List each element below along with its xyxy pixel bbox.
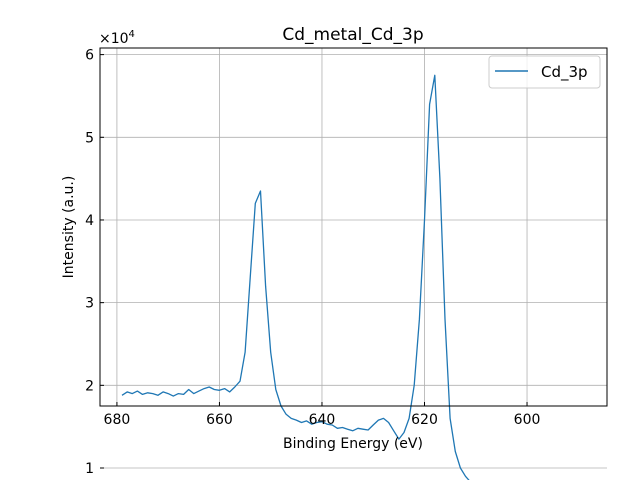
legend-box — [488, 55, 601, 89]
y-tick-label: 5 — [85, 130, 94, 146]
x-tick-label: 620 — [411, 412, 438, 428]
x-axis-label: Binding Energy (eV) — [283, 436, 423, 452]
legend-label-cd-3p: Cd_3p — [541, 63, 588, 82]
y-axis-label: Intensity (a.u.) — [61, 176, 77, 279]
y-multiplier: ×104 — [99, 29, 135, 47]
ticks: 680 660 640 620 600 1 2 3 4 5 6 — [85, 48, 540, 477]
legend: Cd_3p — [488, 55, 601, 89]
series-line-cd-3p — [121, 74, 474, 484]
y-tick-label: 3 — [85, 296, 94, 312]
y-tick-label: 6 — [85, 48, 94, 64]
x-tick-label: 660 — [206, 412, 233, 428]
chart-title: Cd_metal_Cd_3p — [282, 25, 423, 45]
y-tick-label: 2 — [85, 378, 94, 394]
grid — [100, 48, 607, 469]
x-tick-label: 680 — [104, 412, 131, 428]
series-layer — [121, 74, 474, 484]
plot-frame — [99, 47, 608, 407]
y-tick-label: 4 — [85, 213, 94, 229]
x-tick-label: 640 — [309, 412, 336, 428]
y-tick-label: 1 — [85, 461, 94, 477]
x-tick-label: 600 — [514, 412, 541, 428]
